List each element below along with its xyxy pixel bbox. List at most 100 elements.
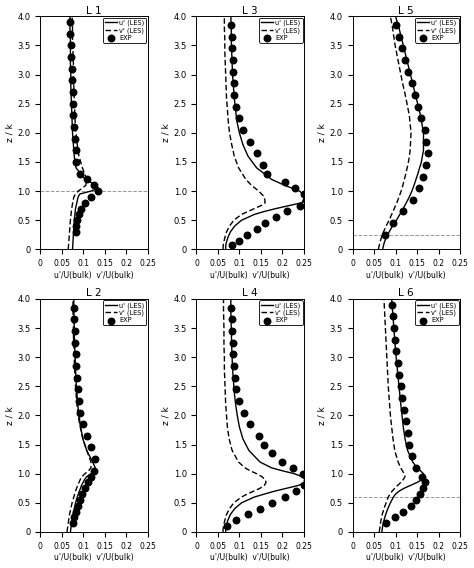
Y-axis label: z / k: z / k: [162, 406, 171, 425]
EXP: [72, 361, 80, 370]
u' (LES): [396, 488, 402, 495]
v' (LES): [225, 424, 230, 431]
u' (LES): [223, 525, 228, 532]
v' (LES): [72, 365, 78, 372]
v' (LES): [375, 246, 381, 253]
u' (LES): [383, 234, 389, 241]
u' (LES): [69, 118, 75, 124]
v' (LES): [395, 482, 401, 488]
Line: u' (LES): u' (LES): [382, 299, 425, 532]
u' (LES): [405, 447, 410, 454]
u' (LES): [388, 499, 393, 506]
u' (LES): [420, 130, 426, 136]
u' (LES): [386, 228, 392, 235]
u' (LES): [303, 194, 309, 201]
u' (LES): [413, 94, 419, 101]
u' (LES): [67, 24, 73, 31]
u' (LES): [391, 494, 396, 500]
v' (LES): [73, 389, 79, 395]
v' (LES): [72, 377, 78, 384]
v' (LES): [69, 499, 75, 506]
u' (LES): [72, 342, 78, 349]
Line: v' (LES): v' (LES): [223, 16, 265, 249]
EXP: [69, 99, 77, 108]
u' (LES): [390, 313, 396, 320]
EXP: [72, 227, 79, 236]
EXP: [66, 18, 74, 27]
EXP: [94, 186, 102, 195]
v' (LES): [220, 246, 226, 253]
EXP: [68, 76, 76, 85]
Y-axis label: z / k: z / k: [318, 123, 327, 142]
u' (LES): [72, 506, 77, 512]
v' (LES): [72, 94, 77, 101]
EXP: [392, 347, 400, 356]
v' (LES): [381, 228, 386, 235]
EXP: [232, 516, 240, 525]
u' (LES): [299, 199, 305, 206]
u' (LES): [68, 94, 74, 101]
EXP: [246, 137, 254, 146]
u' (LES): [409, 187, 415, 194]
Line: u' (LES): u' (LES): [226, 16, 306, 249]
v' (LES): [225, 106, 230, 113]
u' (LES): [69, 517, 75, 524]
EXP: [255, 431, 263, 440]
v' (LES): [221, 354, 227, 361]
u' (LES): [223, 529, 228, 536]
v' (LES): [221, 523, 227, 529]
v' (LES): [385, 494, 391, 500]
EXP: [71, 338, 79, 347]
EXP: [395, 32, 403, 41]
u' (LES): [74, 494, 80, 500]
v' (LES): [224, 511, 229, 518]
Line: v' (LES): v' (LES): [68, 16, 87, 249]
u' (LES): [272, 488, 277, 495]
u' (LES): [82, 176, 88, 183]
v' (LES): [224, 228, 229, 235]
Title: L 3: L 3: [242, 6, 258, 15]
Line: u' (LES): u' (LES): [226, 299, 306, 532]
u' (LES): [262, 208, 267, 215]
u' (LES): [237, 424, 242, 431]
v' (LES): [381, 295, 387, 302]
v' (LES): [379, 234, 384, 241]
v' (LES): [229, 141, 235, 148]
EXP: [75, 396, 82, 406]
u' (LES): [67, 36, 73, 43]
EXP: [77, 204, 85, 213]
u' (LES): [78, 424, 83, 431]
u' (LES): [229, 48, 235, 55]
v' (LES): [77, 476, 83, 483]
u' (LES): [73, 499, 78, 506]
u' (LES): [67, 529, 73, 536]
EXP: [419, 484, 427, 493]
u' (LES): [418, 112, 423, 119]
u' (LES): [396, 24, 402, 31]
EXP: [228, 44, 236, 53]
EXP: [412, 463, 420, 473]
v' (LES): [263, 479, 269, 486]
v' (LES): [82, 470, 88, 477]
v' (LES): [231, 217, 237, 224]
u' (LES): [245, 153, 251, 160]
v' (LES): [221, 325, 227, 332]
EXP: [400, 507, 407, 516]
v' (LES): [73, 488, 78, 495]
v' (LES): [262, 476, 268, 483]
EXP: [256, 504, 264, 513]
EXP: [228, 315, 236, 324]
Title: L 4: L 4: [242, 288, 258, 298]
u' (LES): [71, 307, 77, 314]
u' (LES): [379, 529, 385, 536]
u' (LES): [284, 485, 290, 492]
v' (LES): [80, 164, 85, 171]
v' (LES): [67, 217, 73, 224]
v' (LES): [227, 130, 232, 136]
v' (LES): [79, 473, 85, 480]
EXP: [235, 236, 242, 245]
u' (LES): [280, 467, 285, 474]
u' (LES): [418, 467, 423, 474]
EXP: [83, 175, 91, 184]
v' (LES): [73, 130, 79, 136]
